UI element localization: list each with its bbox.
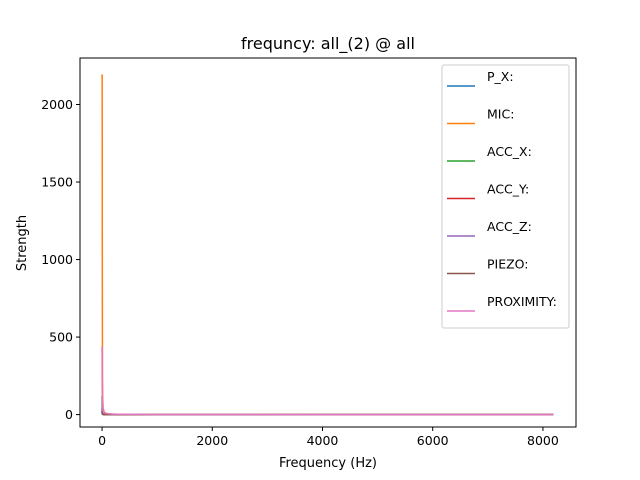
legend-label-6: PIEZO: <box>487 257 529 272</box>
y-axis-label: Strength <box>15 215 30 271</box>
x-tick-label: 8000 <box>527 433 559 448</box>
series-line-1 <box>101 395 554 416</box>
x-tick-label: 4000 <box>307 433 339 448</box>
legend-label-7: PROXIMITY: <box>487 294 557 309</box>
series-line-7 <box>101 346 554 416</box>
chart-title: frequncy: all_(2) @ all <box>241 34 415 54</box>
x-tick-label: 6000 <box>417 433 449 448</box>
x-axis-label: Frequency (Hz) <box>279 456 377 471</box>
legend-label-1: P_X: <box>487 69 514 84</box>
legend-label-5: ACC_Z: <box>487 219 532 234</box>
legend-label-2: MIC: <box>487 107 514 122</box>
y-tick-label: 2000 <box>41 97 73 112</box>
x-tick-label: 0 <box>98 433 106 448</box>
legend-label-4: ACC_Y: <box>487 182 529 197</box>
plot-frame <box>79 57 577 428</box>
y-tick-label: 500 <box>49 330 73 345</box>
legend-label-3: ACC_X: <box>487 144 532 159</box>
x-ticks: 0 2000 4000 6000 8000 <box>98 427 559 448</box>
series-layer <box>101 74 554 416</box>
legend: P_X: MIC: ACC_X: ACC_Y: ACC_Z: PIEZO: PROXIMIT… <box>441 64 570 329</box>
legend-box <box>441 64 570 329</box>
series-line-5 <box>101 408 554 416</box>
y-tick-label: 0 <box>65 407 73 422</box>
x-tick-label: 2000 <box>196 433 228 448</box>
y-tick-label: 1500 <box>41 175 73 190</box>
y-tick-label: 1000 <box>41 252 73 267</box>
y-ticks: 0 500 1000 1500 2000 <box>41 97 80 422</box>
